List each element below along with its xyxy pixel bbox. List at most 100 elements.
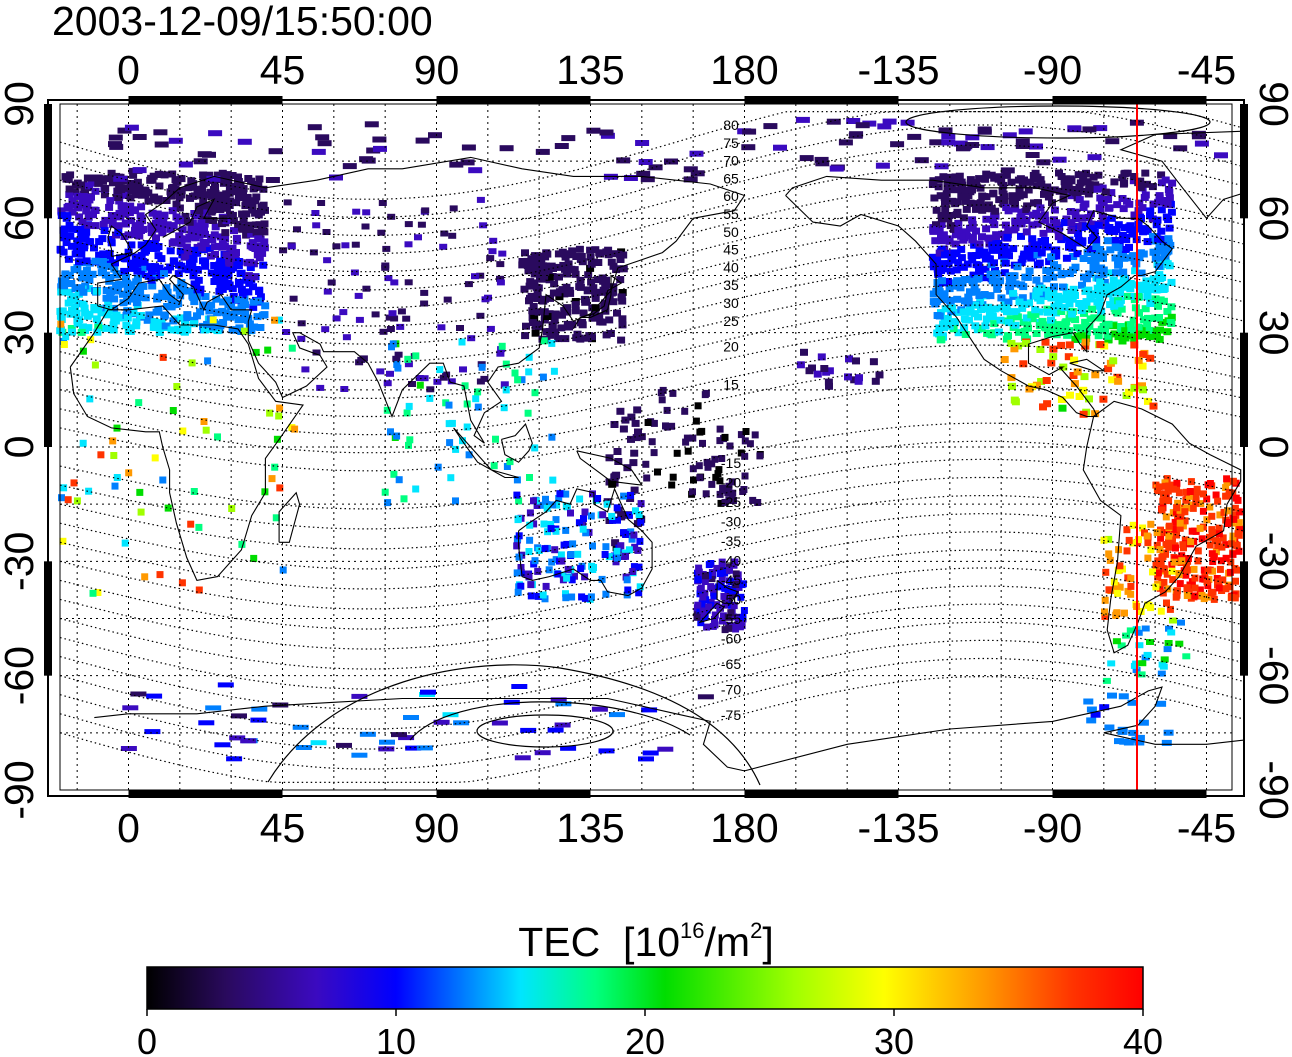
tec-cell <box>1100 278 1109 286</box>
contour-label: -35 <box>721 533 741 549</box>
contour-label: -25 <box>721 494 741 510</box>
tec-cell <box>1037 378 1046 385</box>
tec-cell <box>452 497 459 505</box>
tec-cell <box>628 535 636 543</box>
tec-cell <box>203 216 212 223</box>
tec-cell <box>589 284 598 292</box>
tec-cell <box>618 297 627 305</box>
tec-cell <box>388 310 397 317</box>
tec-cell <box>965 134 980 141</box>
tec-cell <box>125 469 133 477</box>
coastline <box>1069 358 1106 372</box>
tec-cell <box>355 316 364 323</box>
tec-cell <box>962 205 971 213</box>
tec-cell <box>240 327 248 335</box>
tec-cell <box>503 463 511 470</box>
tec-cell <box>606 330 615 337</box>
tec-cell <box>1204 582 1212 590</box>
tec-cell <box>980 144 995 151</box>
tec-cell <box>1130 341 1139 349</box>
tec-cell <box>1078 214 1087 222</box>
tec-cell <box>1161 176 1170 184</box>
tec-cell <box>402 315 411 322</box>
tec-cell <box>1033 251 1042 259</box>
tec-cell <box>1141 625 1150 632</box>
tec-cell <box>1105 204 1114 212</box>
tec-cell <box>1046 225 1055 233</box>
tec-cell <box>576 335 585 343</box>
tec-cell <box>101 216 110 224</box>
tec-cell <box>737 593 745 601</box>
tec-cell <box>1036 159 1051 166</box>
tec-cell <box>205 705 222 711</box>
lon-tick-label-top: 45 <box>260 47 306 93</box>
tec-cell <box>461 144 476 151</box>
tec-cell <box>199 171 208 179</box>
tec-cell <box>74 192 83 200</box>
tec-cell <box>478 363 486 371</box>
tec-cell <box>564 565 572 573</box>
tec-cell <box>978 206 987 214</box>
tec-cell <box>351 752 368 758</box>
tec-cell <box>1154 487 1162 495</box>
tec-cell <box>629 459 638 467</box>
tec-cell <box>1042 267 1051 274</box>
tec-cell <box>65 271 74 279</box>
tec-cell <box>1041 216 1050 224</box>
tec-cell <box>1129 316 1138 324</box>
tec-cell <box>1144 554 1152 562</box>
tec-cell <box>654 468 661 476</box>
contour-label: -45 <box>721 572 741 588</box>
tec-cell <box>489 237 498 244</box>
tec-cell <box>1203 578 1211 586</box>
tec-cell <box>205 307 214 315</box>
tec-cell <box>749 496 757 504</box>
tec-cell <box>535 547 543 554</box>
tec-cell <box>1206 480 1214 487</box>
tec-cell <box>1124 292 1132 300</box>
tec-cell <box>1017 220 1026 228</box>
tec-cell <box>238 223 247 231</box>
tec-cell <box>1170 558 1178 566</box>
tec-cell <box>101 271 110 279</box>
tec-cell <box>1101 608 1108 616</box>
tec-cell <box>1134 356 1143 364</box>
tec-cell <box>934 176 943 184</box>
tec-cell <box>196 308 205 316</box>
tec-cell <box>756 452 764 460</box>
tec-cell <box>515 497 523 505</box>
tec-cell <box>460 159 475 166</box>
tec-cell <box>1023 321 1032 329</box>
tec-cell <box>523 257 532 265</box>
tec-cell <box>1159 235 1167 243</box>
tec-cell <box>208 207 217 215</box>
tec-cell <box>690 476 697 484</box>
tec-cell <box>1031 292 1040 300</box>
lat-tick-label-left: 90 <box>0 81 42 127</box>
tec-cell <box>162 197 171 204</box>
tec-cell <box>250 717 267 723</box>
tec-cell <box>1196 524 1204 532</box>
tec-cell <box>1117 305 1126 313</box>
tec-cell <box>984 255 993 263</box>
lon-tick-label-bottom: 180 <box>710 805 778 851</box>
tec-cell <box>395 476 403 484</box>
tec-cell <box>297 320 306 327</box>
tec-cell <box>582 529 590 537</box>
tec-cell <box>121 539 129 547</box>
tec-cell <box>185 287 194 295</box>
tec-cell <box>1044 330 1053 338</box>
tec-cell <box>234 173 242 181</box>
tec-cell <box>534 284 543 292</box>
tec-cell <box>1148 183 1157 191</box>
tec-cell <box>1002 204 1011 211</box>
tec-cell <box>663 406 671 414</box>
tec-cell <box>986 270 995 278</box>
tec-cell <box>1113 373 1122 381</box>
tec-cell <box>673 449 681 457</box>
tec-cell <box>638 159 653 165</box>
tec-cell <box>251 221 260 229</box>
tec-cell <box>175 217 184 225</box>
tec-cell <box>1214 542 1222 549</box>
tec-cell <box>939 231 948 239</box>
